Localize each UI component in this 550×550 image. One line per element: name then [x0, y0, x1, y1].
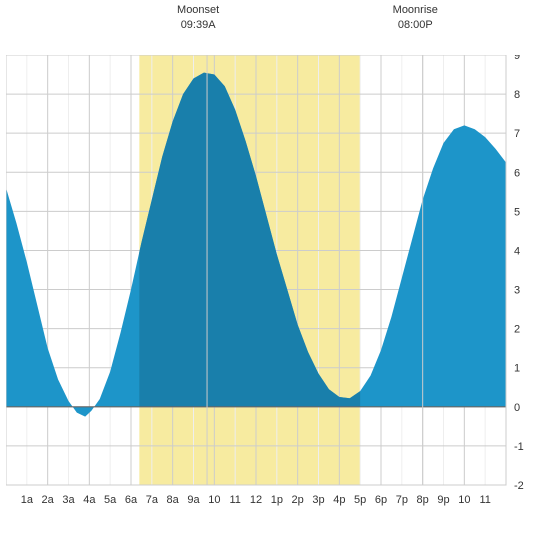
x-tick-label: 6p [375, 494, 387, 506]
y-tick-label: 8 [514, 89, 520, 101]
x-tick-label: 11 [479, 494, 490, 506]
chart-container: Moonset 09:39A Moonrise 08:00P 1a2a3a4a5… [6, 55, 526, 510]
moonset-title: Moonset [177, 4, 219, 16]
x-tick-label: 2a [42, 494, 55, 506]
x-tick-label: 2p [292, 494, 304, 506]
x-tick-label: 10 [458, 494, 470, 506]
x-tick-label: 3p [312, 494, 324, 506]
x-tick-label: 10 [208, 494, 220, 506]
x-tick-label: 7p [396, 494, 408, 506]
x-tick-label: 9p [437, 494, 449, 506]
x-tick-label: 1p [271, 494, 283, 506]
x-tick-label: 6a [125, 494, 138, 506]
x-tick-label: 3a [62, 494, 75, 506]
y-tick-label: 0 [514, 402, 520, 414]
x-tick-label: 1a [21, 494, 34, 506]
y-tick-label: 9 [514, 55, 520, 62]
x-tick-label: 8a [167, 494, 180, 506]
tide-chart: 1a2a3a4a5a6a7a8a9a1011121p2p3p4p5p6p7p8p… [6, 55, 526, 510]
y-tick-label: -2 [514, 480, 524, 492]
y-tick-label: 6 [514, 167, 520, 179]
moonset-time: 09:39A [181, 19, 216, 31]
y-tick-label: 7 [514, 128, 520, 140]
moonrise-time: 08:00P [398, 19, 433, 31]
x-tick-label: 12 [250, 494, 262, 506]
y-tick-label: 5 [514, 206, 520, 218]
x-tick-label: 9a [187, 494, 200, 506]
x-tick-label: 11 [229, 494, 240, 506]
x-tick-label: 5a [104, 494, 117, 506]
y-tick-label: 4 [514, 245, 520, 257]
moonset-label: Moonset 09:39A [177, 3, 219, 34]
x-tick-label: 8p [417, 494, 429, 506]
y-tick-label: -1 [514, 441, 524, 453]
moonrise-label: Moonrise 08:00P [393, 3, 438, 34]
x-tick-label: 7a [146, 494, 159, 506]
moonrise-title: Moonrise [393, 4, 438, 16]
x-tick-label: 4p [333, 494, 345, 506]
y-tick-label: 3 [514, 285, 520, 297]
y-tick-label: 2 [514, 324, 520, 336]
y-tick-label: 1 [514, 363, 520, 375]
x-tick-label: 5p [354, 494, 366, 506]
x-tick-label: 4a [83, 494, 96, 506]
